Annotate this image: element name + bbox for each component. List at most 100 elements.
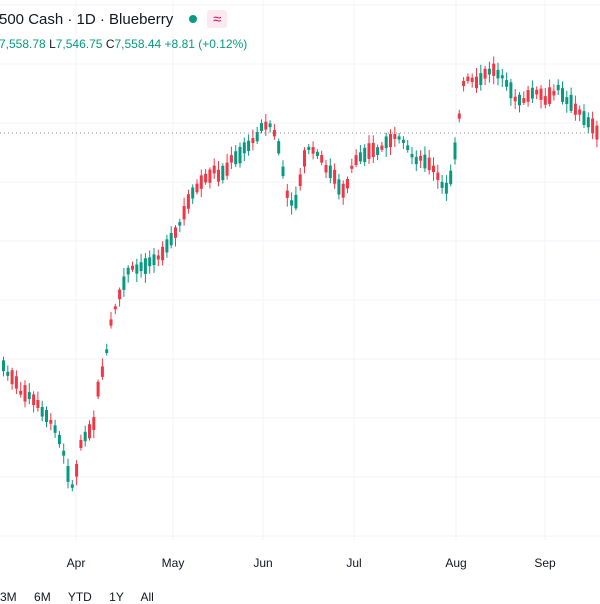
candle-body	[277, 141, 281, 154]
candle-body	[311, 147, 315, 154]
dot-status-icon	[189, 15, 198, 23]
candle-body	[27, 392, 31, 400]
candle-body	[449, 170, 453, 185]
candle-body	[229, 155, 233, 163]
candle-body	[100, 366, 104, 377]
candle-body	[156, 255, 160, 260]
candle-body	[165, 239, 169, 253]
candle-body	[225, 162, 229, 176]
candle-body	[535, 89, 539, 95]
candle-body	[264, 121, 268, 130]
candle-body	[290, 200, 294, 206]
candle-body	[337, 179, 341, 195]
candle-body	[217, 169, 220, 182]
candle-body	[410, 153, 414, 158]
candle-body	[303, 150, 306, 167]
candle-body	[169, 233, 173, 246]
range-3m[interactable]: 3M	[0, 590, 17, 604]
candle-body	[23, 385, 27, 402]
candle-body	[539, 88, 543, 100]
candle-body	[354, 155, 358, 166]
candle-body	[496, 69, 500, 79]
candle-body	[565, 97, 569, 104]
candle-body	[500, 75, 504, 79]
candle-body	[195, 183, 199, 193]
x-axis-label: Aug	[445, 556, 466, 570]
candle-body	[393, 134, 397, 139]
candle-body	[324, 165, 328, 173]
candle-body	[113, 306, 117, 310]
candle-body	[32, 394, 36, 406]
candle-body	[552, 90, 556, 96]
candle-body	[479, 73, 483, 85]
candle-body	[148, 257, 152, 267]
candle-body	[371, 142, 375, 157]
candle-body	[466, 76, 470, 82]
range-6m[interactable]: 6M	[34, 590, 51, 604]
candle-body	[247, 140, 251, 152]
candle-body	[358, 152, 362, 162]
candle-body	[462, 80, 466, 87]
candle-body	[40, 406, 44, 417]
candle-body	[251, 138, 255, 144]
candle-body	[285, 190, 289, 198]
candle-body	[487, 68, 491, 75]
candle-body	[518, 94, 521, 106]
candle-body	[397, 136, 401, 140]
candle-body	[152, 254, 156, 266]
low-value: 7,546.75	[55, 37, 103, 51]
candle-body	[2, 360, 5, 372]
candle-body	[548, 87, 552, 104]
chart-grid	[0, 0, 600, 540]
candle-body	[483, 68, 487, 79]
candle-body	[470, 77, 474, 83]
candle-body	[36, 400, 40, 408]
candle-body	[328, 165, 332, 178]
wave-icon[interactable]: ≈	[207, 10, 228, 28]
candle-body	[49, 419, 53, 424]
candle-body	[242, 142, 246, 154]
candle-body	[191, 187, 195, 199]
x-axis-label: May	[162, 556, 185, 570]
candle-body	[475, 76, 478, 89]
candle-body	[320, 154, 324, 163]
candle-body	[582, 111, 586, 125]
candle-body	[367, 143, 371, 159]
range-1y[interactable]: 1Y	[109, 590, 124, 604]
candle-body	[427, 157, 431, 171]
change-value: +8.81 (+0.12%)	[164, 37, 248, 51]
candle-body	[505, 80, 509, 87]
candle-body	[341, 183, 345, 198]
candle-body	[45, 409, 48, 423]
range-all[interactable]: All	[140, 590, 154, 604]
candle-body	[238, 146, 242, 164]
candle-body	[10, 370, 14, 385]
candle-body	[406, 145, 410, 151]
candle-body	[268, 123, 272, 128]
candle-body	[182, 206, 186, 220]
ohlc-readout: 7,558.78 L7,546.75 C7,558.44 +8.81 (+0.1…	[0, 37, 247, 51]
candle-body	[423, 154, 427, 169]
candle-body	[414, 156, 418, 165]
candle-body	[294, 194, 298, 209]
candle-body	[380, 145, 384, 150]
candle-body	[526, 90, 530, 102]
range-ytd[interactable]: YTD	[67, 590, 92, 604]
candle-body	[70, 484, 74, 488]
open-value: 7,558.78	[0, 37, 46, 51]
x-axis-label: Jul	[346, 556, 361, 570]
candle-body	[492, 63, 496, 76]
candle-body	[556, 84, 560, 91]
candle-body	[135, 264, 139, 274]
candle-body	[221, 165, 225, 181]
candle-body	[208, 169, 212, 183]
candle-body	[333, 169, 337, 184]
candle-body	[199, 175, 203, 189]
close-value: 7,558.44	[114, 37, 162, 51]
candle-body	[88, 424, 91, 439]
candle-body	[530, 87, 534, 99]
candle-body	[212, 165, 216, 174]
candle-body	[139, 262, 143, 272]
candle-body	[92, 417, 96, 430]
